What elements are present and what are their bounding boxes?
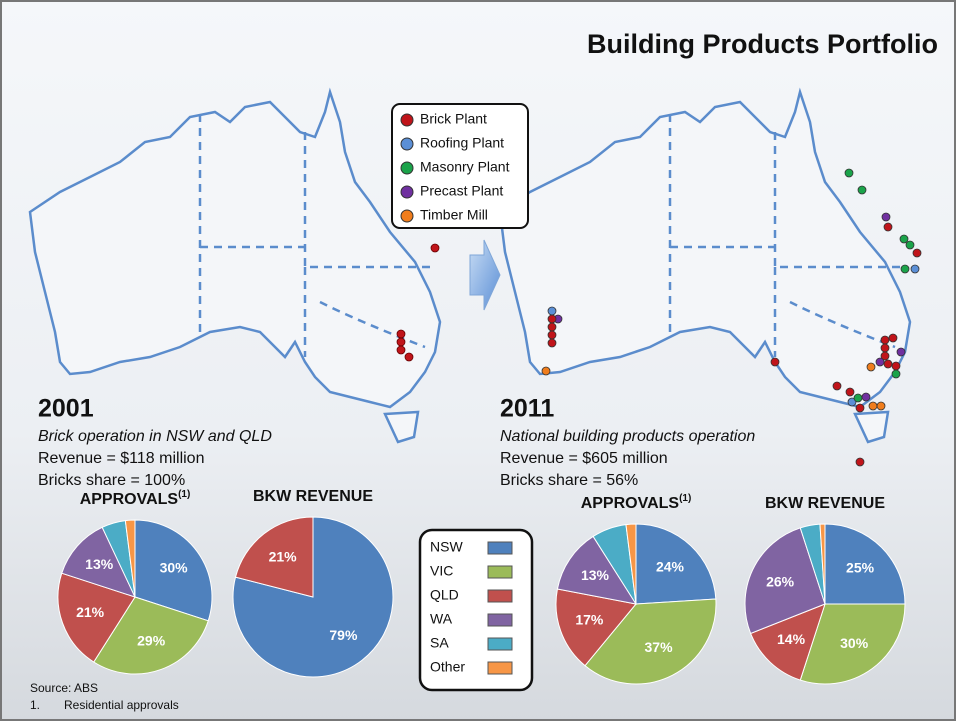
pie-slice bbox=[93, 596, 209, 675]
pie-label: 14% bbox=[777, 631, 806, 647]
pie-slice bbox=[635, 523, 717, 605]
pie-label: 25% bbox=[846, 560, 875, 576]
source: Source: ABS bbox=[30, 681, 98, 695]
pies: APPROVALS(1) 30% 29% 21% 13% BKW REVENUE 79% 21… bbox=[57, 488, 906, 685]
legend-dot bbox=[400, 113, 414, 127]
pie-title: BKW REVENUE bbox=[253, 488, 373, 505]
plants-2001 bbox=[396, 243, 440, 362]
pie-slice bbox=[749, 603, 826, 681]
pie-label: 24% bbox=[656, 559, 685, 575]
text-2001: 2001 Brick operation in NSW and QLD Reve… bbox=[38, 395, 272, 490]
pie-slice bbox=[555, 588, 637, 667]
legend-label: VIC bbox=[430, 563, 453, 579]
pie-slice bbox=[57, 572, 136, 663]
note: Residential approvals bbox=[64, 698, 179, 712]
pie-slice bbox=[744, 527, 826, 635]
legend-dot bbox=[400, 185, 414, 199]
pie-slice bbox=[625, 523, 637, 605]
pie-label: 30% bbox=[160, 560, 189, 576]
map-legend-box bbox=[391, 103, 529, 229]
legend-label: SA bbox=[430, 635, 449, 651]
legend-label: Other bbox=[430, 659, 465, 675]
title: Building Products Portfolio bbox=[587, 29, 938, 59]
legend-dot bbox=[400, 161, 414, 175]
pie-legend: NSW VIC QLD WA SA Other bbox=[430, 539, 513, 675]
arrow bbox=[469, 239, 501, 311]
pie-label: 13% bbox=[581, 567, 610, 583]
year: 2001 bbox=[38, 395, 94, 423]
text-2011: 2011 National building products operatio… bbox=[500, 395, 755, 490]
share: Bricks share = 100% bbox=[38, 472, 185, 489]
plants-2011 bbox=[541, 168, 922, 467]
revenue: Revenue = $605 million bbox=[500, 450, 668, 467]
pie-label: 26% bbox=[766, 574, 795, 590]
legend-label: QLD bbox=[430, 587, 459, 603]
year: 2011 bbox=[500, 395, 554, 423]
pie-slice bbox=[61, 526, 136, 598]
map-legend: Brick Plant Roofing Plant Masonry Plant Pre… bbox=[400, 111, 510, 223]
pie-slice bbox=[799, 603, 906, 685]
legend-dot bbox=[400, 209, 414, 223]
pie-label: 13% bbox=[85, 556, 114, 572]
legend-swatch bbox=[487, 565, 513, 579]
pie-label: 21% bbox=[76, 604, 105, 620]
revenue: Revenue = $118 million bbox=[38, 450, 204, 467]
pie-title: APPROVALS(1) bbox=[80, 489, 191, 509]
legend-swatch bbox=[487, 613, 513, 627]
legend-swatch bbox=[487, 661, 513, 675]
pie-title: BKW REVENUE bbox=[765, 495, 885, 512]
pie-slice bbox=[124, 519, 136, 598]
pie-label: 30% bbox=[840, 635, 869, 651]
pie-label: 79% bbox=[329, 627, 358, 643]
note-number: 1. bbox=[30, 698, 40, 712]
legend-label: Precast Plant bbox=[420, 183, 503, 199]
legend-label: WA bbox=[430, 611, 453, 627]
legend-dot bbox=[400, 137, 414, 151]
pie-slice bbox=[584, 598, 717, 685]
pie-slice bbox=[819, 523, 826, 605]
pie-title: APPROVALS(1) bbox=[581, 493, 692, 513]
share: Bricks share = 56% bbox=[500, 472, 638, 489]
pie-label: 37% bbox=[645, 639, 674, 655]
pie-slice bbox=[824, 523, 906, 605]
legend-label: NSW bbox=[430, 539, 463, 555]
legend-label: Brick Plant bbox=[420, 111, 487, 127]
subtitle: Brick operation in NSW and QLD bbox=[38, 428, 272, 445]
pie-slice bbox=[134, 519, 213, 622]
pie-label: 17% bbox=[575, 612, 604, 628]
subtitle: National building products operation bbox=[500, 428, 755, 445]
legend-label: Timber Mill bbox=[420, 207, 488, 223]
legend-swatch bbox=[487, 637, 513, 651]
pie-slice bbox=[556, 535, 638, 605]
legend-swatch bbox=[487, 589, 513, 603]
legend-swatch bbox=[487, 541, 513, 555]
pie-label: 29% bbox=[137, 633, 166, 649]
legend-label: Roofing Plant bbox=[420, 135, 504, 151]
pie-slice bbox=[234, 516, 314, 598]
pie-label: 21% bbox=[269, 549, 298, 565]
legend-label: Masonry Plant bbox=[420, 159, 510, 175]
